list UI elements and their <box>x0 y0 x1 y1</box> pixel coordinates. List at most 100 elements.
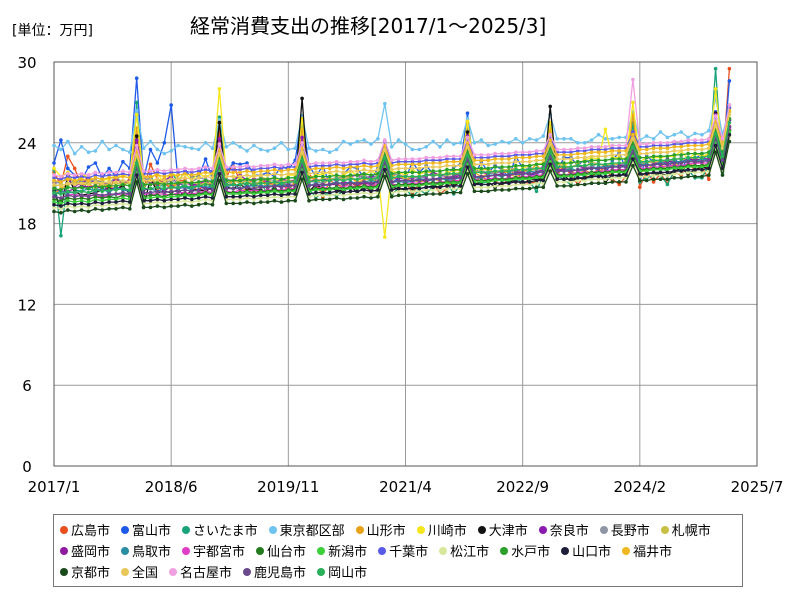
data-point <box>52 205 56 210</box>
data-point <box>79 172 84 176</box>
data-point <box>534 181 539 185</box>
data-point <box>148 193 153 198</box>
data-point <box>582 178 587 183</box>
data-point <box>596 158 601 163</box>
data-point <box>155 181 160 185</box>
data-point <box>107 173 111 177</box>
data-point <box>555 147 559 152</box>
data-point <box>314 197 318 202</box>
data-point <box>148 190 153 195</box>
data-point <box>355 189 360 194</box>
data-point <box>458 176 463 180</box>
data-point <box>93 161 98 165</box>
data-point <box>576 167 580 172</box>
data-point <box>548 169 552 173</box>
legend-label: 山口市 <box>572 545 612 560</box>
data-point <box>727 66 732 71</box>
data-point <box>514 155 518 160</box>
data-point <box>396 162 401 167</box>
data-point <box>245 193 249 198</box>
legend-item: 福井市 <box>622 540 672 561</box>
plot-frame <box>53 61 758 467</box>
data-point <box>245 190 249 195</box>
data-point <box>624 173 628 177</box>
data-point <box>362 161 366 165</box>
data-point <box>327 182 332 187</box>
data-point <box>86 197 91 202</box>
data-point <box>252 165 256 169</box>
data-point <box>265 196 270 200</box>
legend-item: さいたま市 <box>182 519 258 540</box>
data-point <box>79 189 84 194</box>
legend-item: 川崎市 <box>416 519 467 540</box>
data-point <box>231 141 235 145</box>
data-point <box>114 192 118 196</box>
data-point <box>700 167 704 172</box>
data-point <box>86 194 91 199</box>
legend-marker <box>378 546 387 555</box>
data-point <box>445 159 449 164</box>
data-point <box>114 188 118 192</box>
data-point <box>389 176 394 180</box>
data-point <box>638 185 642 189</box>
data-point <box>707 166 711 171</box>
axis-labels: 0 6 12 18 24 30 2017/1 2018/6 2019/11 2021/4 2022/… <box>17 54 783 496</box>
data-point <box>79 145 84 149</box>
data-point <box>589 177 594 181</box>
data-point <box>679 166 683 171</box>
data-point <box>265 177 270 181</box>
data-point <box>424 192 429 196</box>
data-point <box>238 170 242 175</box>
data-point <box>445 184 449 188</box>
data-point <box>424 182 429 187</box>
data-point <box>52 190 56 195</box>
data-point <box>520 153 525 157</box>
data-point <box>472 174 477 179</box>
data-point <box>334 165 339 169</box>
data-point <box>596 154 601 159</box>
data-point <box>410 186 415 191</box>
data-point <box>520 182 525 187</box>
data-point <box>644 172 649 176</box>
data-point <box>224 145 229 149</box>
data-point <box>465 165 470 169</box>
data-point <box>610 170 615 175</box>
data-point <box>265 193 270 198</box>
data-point <box>658 173 663 177</box>
data-point <box>341 193 346 198</box>
data-point <box>190 170 194 175</box>
data-point <box>541 185 546 189</box>
data-point <box>52 182 56 187</box>
data-point <box>507 141 511 145</box>
data-point <box>686 167 690 172</box>
data-point <box>555 184 559 188</box>
data-point <box>321 166 325 171</box>
data-point <box>493 188 497 192</box>
legend-item: 新潟市 <box>317 540 367 561</box>
data-point <box>155 170 160 175</box>
data-point <box>644 147 649 152</box>
data-point <box>603 145 608 149</box>
data-point <box>541 134 546 138</box>
data-point <box>424 161 429 165</box>
data-point <box>59 192 63 196</box>
data-point <box>190 185 194 189</box>
data-point <box>217 118 222 122</box>
data-point <box>272 194 277 199</box>
legend-marker <box>182 546 191 555</box>
data-point <box>631 132 635 137</box>
data-point <box>369 181 373 185</box>
data-point <box>507 154 511 159</box>
data-point <box>231 194 235 199</box>
data-point <box>727 139 732 144</box>
x-tick-label: 2019/11 <box>257 478 319 496</box>
data-point <box>389 194 394 199</box>
data-point <box>589 138 594 142</box>
x-tick-label: 2022/9 <box>496 478 549 496</box>
data-point <box>500 188 504 192</box>
data-point <box>431 177 435 181</box>
data-point <box>617 143 621 148</box>
legend-item: 東京都区部 <box>268 519 345 540</box>
data-point <box>534 138 539 142</box>
data-point <box>121 178 125 183</box>
